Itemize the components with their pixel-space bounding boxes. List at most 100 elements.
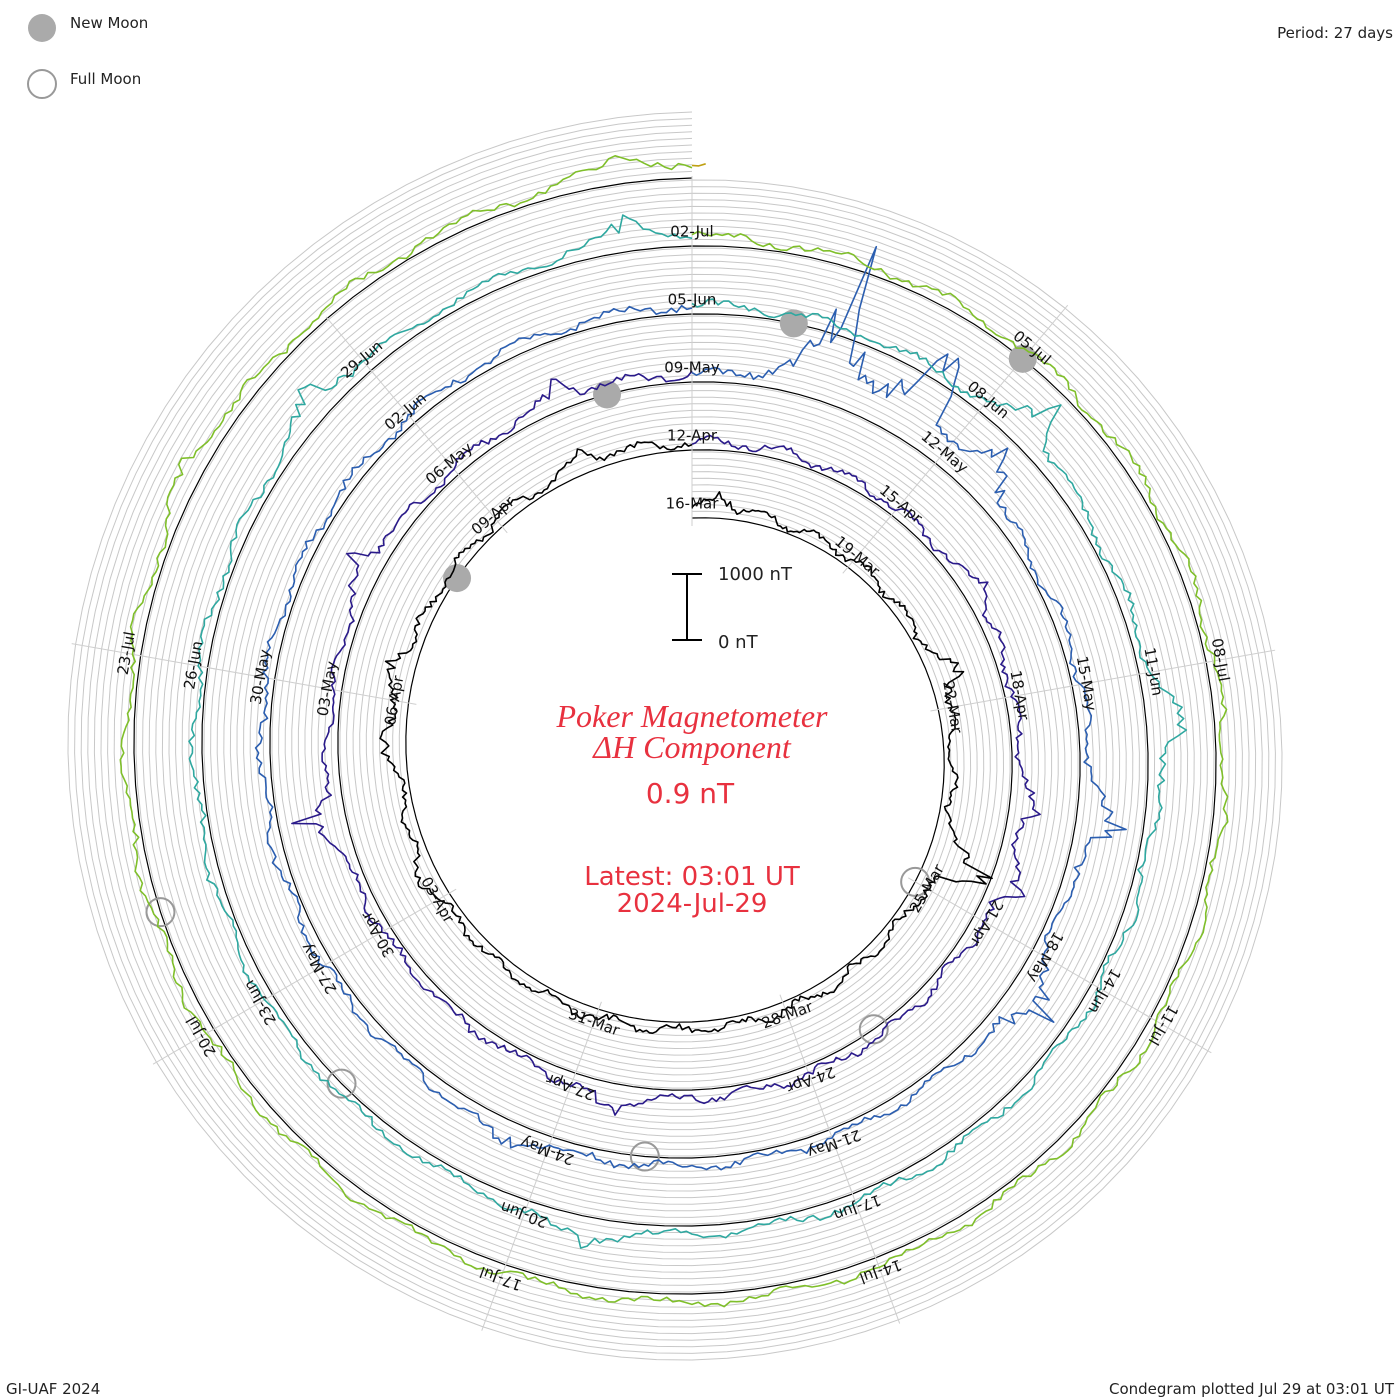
grid-spiral xyxy=(93,137,1257,1335)
grid-spoke xyxy=(826,1122,854,1196)
grid-spoke xyxy=(152,1024,221,1065)
scale-bar xyxy=(672,573,702,641)
grid-spiral xyxy=(87,131,1263,1341)
data-trace-rotation xyxy=(254,245,1127,1171)
grid-spoke xyxy=(842,513,894,574)
latest-time: Latest: 03:01 UT xyxy=(584,862,800,892)
full-moon-legend-label: Full Moon xyxy=(70,70,141,88)
full-moon-legend-icon xyxy=(27,69,57,99)
date-label: 30-May xyxy=(247,648,274,706)
full-moon-marker xyxy=(326,1068,357,1099)
grid-spoke xyxy=(413,420,464,482)
date-label: 05-Jun xyxy=(668,291,717,309)
period-label: Period: 27 days xyxy=(1277,24,1393,42)
data-traces xyxy=(119,155,1229,1308)
grid-spoke xyxy=(930,696,1008,712)
grid-spoke xyxy=(907,877,977,918)
grid-spoke xyxy=(1064,673,1142,688)
grid-spoke xyxy=(849,1186,877,1260)
full-moon-marker xyxy=(900,866,931,897)
data-trace-rotation xyxy=(379,441,993,1034)
date-label: 15-Apr xyxy=(876,481,927,528)
chart-subtitle: ΔH Component xyxy=(591,729,792,765)
grid-spoke xyxy=(329,922,398,963)
grid-spoke xyxy=(1143,1013,1212,1054)
data-trace-rotation xyxy=(119,155,1229,1308)
date-label: 06-May xyxy=(422,439,476,489)
grid-spoke xyxy=(339,690,417,705)
new-moon-marker xyxy=(443,564,472,593)
full-moon-marker xyxy=(858,1014,889,1045)
new-moon-legend-label: New Moon xyxy=(70,14,148,32)
grid-spoke xyxy=(551,1065,579,1140)
date-label: 14-Jul xyxy=(857,1256,904,1288)
footer-plot-time: Condegram plotted Jul 29 at 03:01 UT xyxy=(1109,1380,1395,1398)
date-label: 11-Jun xyxy=(1140,646,1166,697)
grid-spoke xyxy=(205,666,283,682)
data-trace-rotation xyxy=(691,163,706,167)
footer-credit: GI-UAF 2024 xyxy=(6,1380,100,1398)
grid-spoke xyxy=(138,654,216,670)
grid-spoke xyxy=(872,1250,901,1324)
grid-spiral xyxy=(100,144,1250,1328)
grid-spoke xyxy=(886,461,937,522)
grid-spiral xyxy=(67,111,1283,1361)
grid-spoke xyxy=(929,409,981,470)
grid-spoke xyxy=(802,1058,831,1133)
baseline-spiral xyxy=(133,177,1217,1295)
grid-spoke xyxy=(966,911,1035,952)
date-label: 30-Apr xyxy=(357,908,398,961)
grid-spoke xyxy=(997,685,1075,700)
new-moon-marker xyxy=(779,309,808,338)
grid-spoke xyxy=(1131,661,1209,677)
date-label: 02-Jul xyxy=(670,223,713,241)
grid-spoke xyxy=(388,888,457,929)
date-label: 31-Mar xyxy=(566,1005,623,1040)
grid-spiral xyxy=(120,164,1230,1308)
grid-spoke xyxy=(1198,649,1276,665)
date-label: 17-Jul xyxy=(477,1263,524,1295)
grid-spoke xyxy=(211,990,280,1031)
grid-spoke xyxy=(527,1129,556,1204)
data-trace-rotation xyxy=(291,370,1041,1116)
date-label: 22-Mar xyxy=(939,679,966,735)
grid-spoke xyxy=(270,956,339,997)
chart-title: Poker Magnetometer xyxy=(555,698,828,734)
grid-spoke xyxy=(481,1257,509,1331)
grid-spiral xyxy=(113,157,1237,1315)
new-moon-marker xyxy=(593,380,622,409)
date-label: 03-May xyxy=(314,660,341,718)
spiral-grid xyxy=(67,111,1283,1361)
date-label: 16-Mar xyxy=(666,495,720,513)
current-value: 0.9 nT xyxy=(646,777,735,810)
grid-spiral xyxy=(74,118,1276,1354)
data-trace-rotation xyxy=(188,214,1188,1249)
full-moon-marker xyxy=(145,897,176,928)
grid-spoke xyxy=(71,643,149,658)
grid-spiral xyxy=(107,151,1243,1321)
full-moon-marker xyxy=(629,1141,660,1172)
scale-bottom-label: 0 nT xyxy=(718,632,759,653)
grid-spoke xyxy=(779,994,808,1069)
grid-spoke xyxy=(272,678,350,694)
date-label: 14-Jun xyxy=(1084,965,1124,1016)
grid-spiral xyxy=(126,170,1224,1302)
date-label: 15-May xyxy=(1073,655,1100,713)
grid-spoke xyxy=(574,1001,602,1076)
grid-spoke xyxy=(1084,979,1153,1020)
grid-spiral xyxy=(80,124,1270,1348)
date-label: 09-May xyxy=(664,359,720,377)
grid-spoke xyxy=(1025,945,1094,986)
grid-spoke xyxy=(456,472,508,534)
grid-spoke xyxy=(369,368,421,429)
date-label: 12-Apr xyxy=(667,427,718,445)
grid-spoke xyxy=(504,1193,533,1267)
scale-top-label: 1000 nT xyxy=(718,564,793,585)
date-label: 17-Jun xyxy=(831,1191,883,1225)
new-moon-legend-icon xyxy=(28,14,56,42)
date-label: 18-Apr xyxy=(1006,669,1033,722)
grid-spoke xyxy=(325,316,377,377)
moon-markers xyxy=(145,309,1037,1172)
latest-date: 2024-Jul-29 xyxy=(617,889,768,919)
